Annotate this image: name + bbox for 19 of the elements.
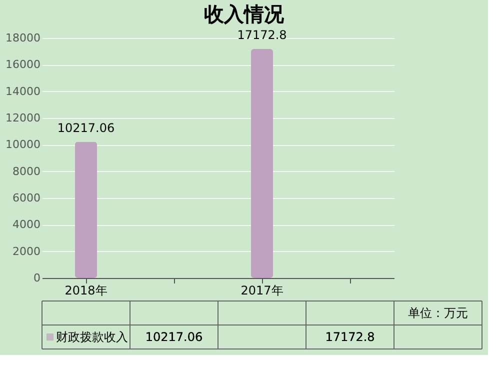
text: 单位：万元 [408,306,468,320]
y-tick-label: 0 [34,272,40,284]
y-tick-label: 4000 [12,218,40,232]
y-tick-label: 14000 [6,84,40,98]
y-tick-label: 12000 [6,112,40,124]
x-tick-label: 2018年 [64,284,108,298]
legend-label: 财政拨款收入 [56,330,128,344]
x-tick-label: 2017年 [240,284,284,298]
chart-title: 收入情况 [204,2,285,26]
data-label: 10217.06 [57,120,115,135]
y-tick-label: 16000 [6,58,40,72]
y-tick-label: 18000 [6,32,40,44]
y-tick-label: 8000 [12,164,40,178]
text: 17172.8 [325,330,375,344]
data-label: 17172.8 [237,28,287,42]
text: 10217.06 [145,330,203,344]
y-tick-label: 2000 [12,244,40,258]
y-tick-label: 10000 [6,138,40,152]
y-tick-label: 6000 [12,192,40,204]
